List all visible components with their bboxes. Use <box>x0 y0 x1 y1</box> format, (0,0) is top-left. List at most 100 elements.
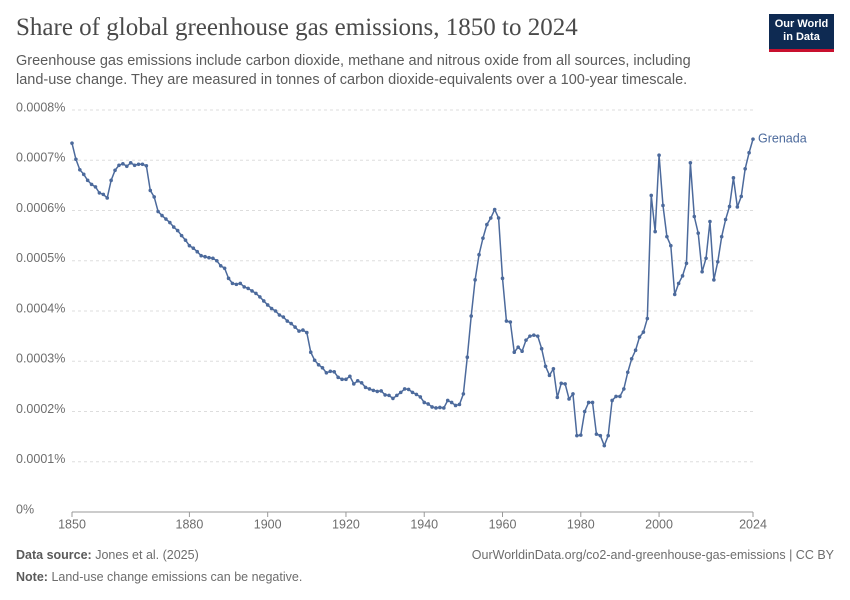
data-point <box>324 371 329 375</box>
x-tick-label: 1920 <box>332 517 360 531</box>
data-point <box>359 381 364 385</box>
logo[interactable]: Our World in Data <box>769 14 834 52</box>
data-point <box>449 400 454 405</box>
data-point <box>625 370 630 375</box>
data-point <box>637 335 642 339</box>
data-point <box>179 233 184 238</box>
data-point <box>336 375 340 380</box>
url[interactable]: OurWorldinData.org/co2-and-greenhouse-ga… <box>471 548 834 562</box>
data-point <box>230 281 235 286</box>
data-point <box>610 398 614 403</box>
data-point <box>712 278 716 282</box>
y-tick-label: 0.0002% <box>16 402 65 416</box>
data-point <box>751 137 755 141</box>
data-point <box>473 278 477 282</box>
data-point <box>504 319 509 323</box>
data-point <box>520 349 524 354</box>
data-point <box>676 281 681 286</box>
data-point <box>508 320 513 324</box>
data-point <box>571 392 575 396</box>
data-point <box>422 400 427 405</box>
data-point <box>735 205 740 209</box>
data-point <box>344 377 348 382</box>
data-point <box>391 396 395 401</box>
data-point <box>81 172 86 177</box>
data-point <box>586 400 591 405</box>
data-point <box>434 406 438 410</box>
data-point <box>414 392 419 397</box>
data-point <box>387 393 391 398</box>
data-point <box>312 358 317 363</box>
x-tick-label: 2000 <box>645 517 673 531</box>
data-point <box>128 160 133 165</box>
data-point <box>461 392 466 396</box>
source-text[interactable]: Jones et al. (2025) <box>95 548 199 562</box>
data-point <box>226 276 231 281</box>
data-point <box>74 157 78 162</box>
logo-line: in Data <box>783 31 820 43</box>
data-point <box>457 402 462 407</box>
y-tick-label: 0.0007% <box>16 151 65 165</box>
data-point <box>124 164 129 169</box>
data-point <box>402 387 407 391</box>
data-point <box>101 192 106 197</box>
data-point <box>289 321 293 326</box>
data-point <box>132 163 137 168</box>
data-point <box>269 306 274 311</box>
data-point <box>555 395 560 400</box>
data-point <box>175 228 180 233</box>
data-point <box>641 330 646 334</box>
chart-title: Share of global greenhouse gas emissions… <box>16 14 578 41</box>
data-point <box>606 433 610 438</box>
data-point <box>582 409 587 414</box>
data-point <box>121 161 125 166</box>
data-point <box>516 345 520 349</box>
data-point <box>379 389 383 393</box>
data-point <box>543 364 548 369</box>
data-point <box>281 315 286 319</box>
data-point <box>70 141 74 145</box>
data-point <box>602 443 607 448</box>
data-point <box>445 398 450 403</box>
data-point <box>684 261 689 266</box>
x-tick-label: 1880 <box>176 517 204 531</box>
data-point <box>653 229 657 234</box>
logo-line: Our World <box>774 18 829 30</box>
data-point <box>680 274 685 278</box>
data-point <box>78 167 82 172</box>
data-point <box>590 400 595 405</box>
data-point <box>524 338 528 342</box>
data-point <box>481 236 485 240</box>
data-point <box>696 231 701 235</box>
data-point <box>238 281 243 286</box>
data-point <box>747 150 751 155</box>
data-point <box>692 214 697 219</box>
note-text: Land-use change emissions can be negativ… <box>51 570 303 584</box>
data-point <box>117 163 121 168</box>
data-point <box>398 390 403 395</box>
data-point <box>305 330 309 335</box>
data-point <box>704 256 708 261</box>
y-tick-label: 0.0004% <box>16 301 65 315</box>
data-point <box>316 362 321 367</box>
data-point <box>629 356 634 361</box>
data-point <box>215 258 219 263</box>
data-point <box>661 203 665 208</box>
data-point <box>622 387 626 391</box>
data-point <box>258 295 262 299</box>
data-point <box>93 185 98 189</box>
data-point <box>492 207 497 212</box>
data-point <box>442 406 446 410</box>
data-point <box>308 350 313 355</box>
data-point <box>575 433 579 438</box>
data-point <box>340 377 344 382</box>
data-point <box>383 393 387 397</box>
data-point <box>211 256 215 261</box>
data-point <box>739 194 744 199</box>
data-point <box>187 243 192 248</box>
data-point <box>700 270 704 274</box>
data-point <box>375 389 380 394</box>
data-point <box>148 188 153 193</box>
note: Note: Land-use change emissions can be n… <box>16 570 302 584</box>
